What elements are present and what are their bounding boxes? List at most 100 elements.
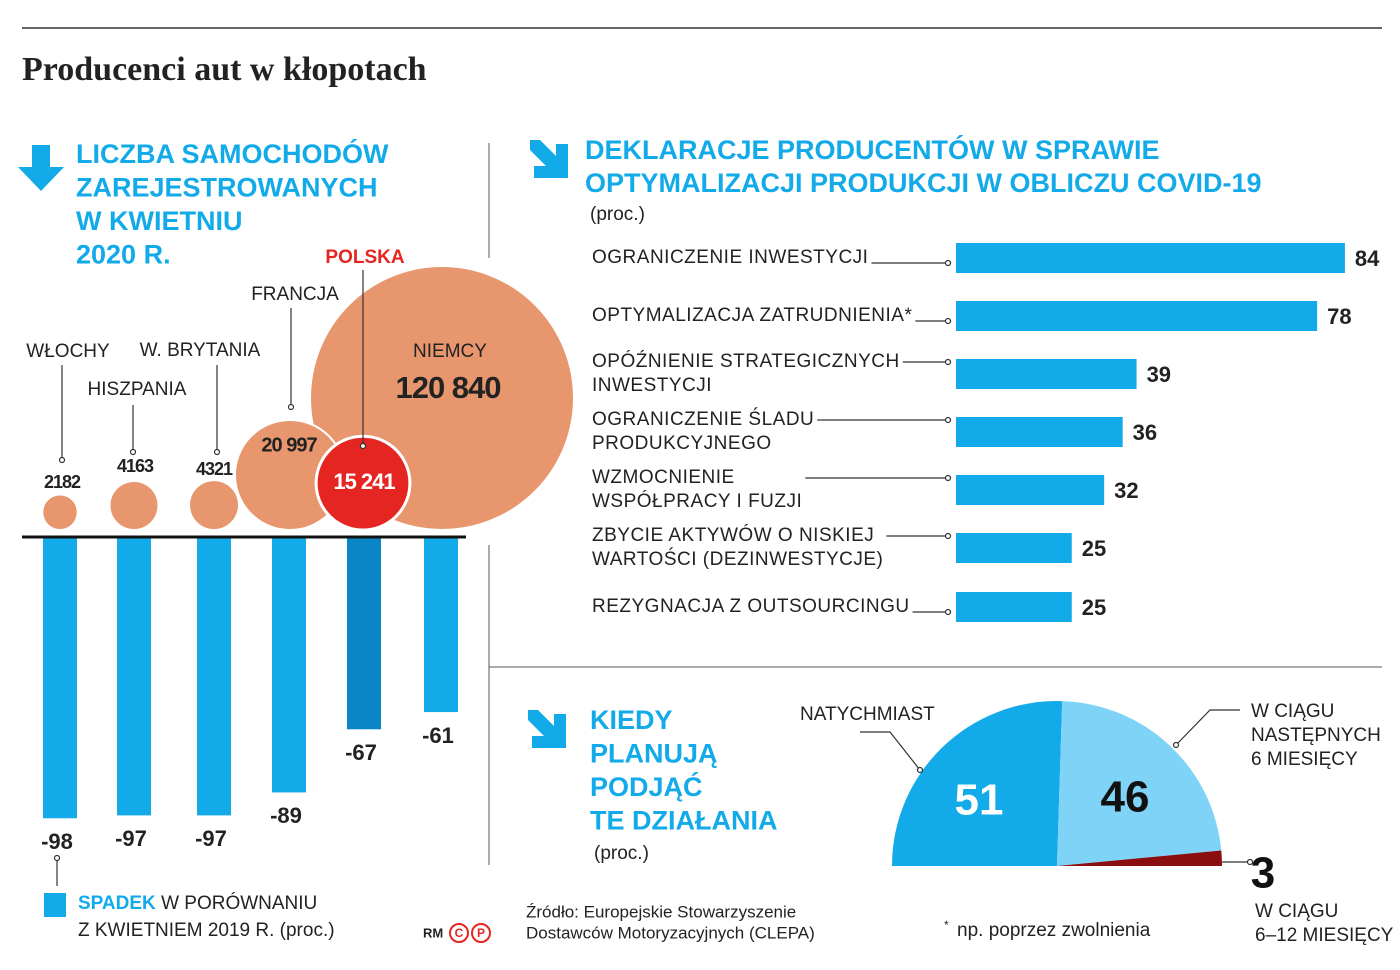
note: np. poprzez zwolnienia bbox=[957, 920, 1151, 941]
bar bbox=[956, 475, 1105, 505]
source: Źródło: Europejskie Stowarzyszenie bbox=[526, 902, 796, 921]
size-label: 2182 bbox=[44, 472, 81, 492]
leader-dot bbox=[944, 474, 952, 482]
logo-ring bbox=[471, 923, 491, 943]
category-label: ZBYCIE AKTYWÓW O NISKIEJ bbox=[592, 524, 874, 546]
slice-name: NATYCHMIAST bbox=[800, 704, 935, 725]
value-label: 25 bbox=[1082, 536, 1106, 561]
leader-dot bbox=[359, 442, 367, 450]
leader-dot bbox=[944, 358, 952, 366]
page-title: Producenci aut w kłopotach bbox=[22, 51, 427, 88]
legend-text: Z KWIETNIEM 2019 R. bbox=[78, 920, 274, 941]
bar bbox=[43, 537, 77, 819]
legend-text: Z KWIETNIEM 2019 R. (proc.) bbox=[78, 920, 335, 941]
bar-label: -98 bbox=[41, 829, 73, 854]
size-label: 20 997 bbox=[261, 434, 317, 456]
slice-value: 46 bbox=[1101, 773, 1150, 822]
slice-name: W CIĄGU bbox=[1251, 701, 1334, 722]
leader-line bbox=[1175, 709, 1240, 746]
country-label: W. BRYTANIA bbox=[140, 340, 261, 361]
logo-mark: P bbox=[477, 926, 485, 940]
bar-label: -97 bbox=[115, 826, 147, 851]
category-label: OGRANICZENIE INWESTYCJI bbox=[592, 247, 868, 268]
pie-slice bbox=[1057, 701, 1222, 866]
bar bbox=[956, 417, 1123, 447]
leader-dot bbox=[944, 416, 952, 424]
leader-dot bbox=[944, 532, 952, 540]
slice-name: 6–12 MIESIĘCY bbox=[1255, 925, 1394, 946]
leader-dot bbox=[129, 448, 137, 456]
country-label: HISZPANIA bbox=[88, 379, 187, 400]
country-label: FRANCJA bbox=[251, 284, 339, 305]
bar bbox=[272, 537, 306, 793]
leader-dot bbox=[944, 608, 952, 616]
bubble bbox=[188, 479, 240, 531]
bar-label: -67 bbox=[345, 740, 377, 765]
section-title: TE DZIAŁANIA bbox=[590, 806, 777, 836]
legend-text: SPADEK W PORÓWNANIU bbox=[78, 892, 317, 914]
leader-dot bbox=[944, 259, 952, 267]
bar bbox=[424, 537, 458, 713]
leader-dot bbox=[58, 456, 66, 464]
legend-text: W PORÓWNANIU bbox=[161, 892, 317, 914]
slice-name: W CIĄGU bbox=[1255, 901, 1338, 922]
bar bbox=[956, 592, 1072, 622]
bar bbox=[117, 537, 151, 816]
legend-name: SPADEK bbox=[78, 893, 156, 914]
bar-label: -89 bbox=[270, 803, 302, 828]
logo-ring bbox=[449, 923, 469, 943]
bar-label: -61 bbox=[422, 723, 454, 748]
bar bbox=[956, 359, 1137, 389]
country-label: NIEMCY bbox=[413, 341, 487, 362]
size-label: 4163 bbox=[117, 456, 154, 476]
category-label: OPÓŹNIENIE STRATEGICZNYCH bbox=[592, 350, 900, 372]
section-title: PLANUJĄ bbox=[590, 739, 718, 769]
size-label: 4321 bbox=[196, 459, 233, 479]
category-label: OGRANICZENIE ŚLADU bbox=[592, 408, 814, 430]
section-title: LICZBA SAMOCHODÓW bbox=[76, 138, 389, 169]
category-label: PRODUKCYJNEGO bbox=[592, 433, 772, 454]
slice-name: NASTĘPNYCH bbox=[1251, 725, 1381, 746]
size-label: 120 840 bbox=[395, 370, 500, 405]
arrow-icon bbox=[530, 140, 568, 178]
category-label: REZYGNACJA Z OUTSOURCINGU bbox=[592, 596, 910, 617]
legend-swatch bbox=[44, 893, 66, 917]
value-label: 78 bbox=[1327, 304, 1351, 329]
arrow-icon bbox=[528, 710, 566, 748]
section-title: KIEDY bbox=[590, 705, 673, 735]
bar-label: -97 bbox=[195, 826, 227, 851]
leader-dot bbox=[1246, 858, 1254, 866]
bubble bbox=[108, 479, 160, 531]
leader-line bbox=[860, 731, 921, 771]
value-label: 25 bbox=[1082, 595, 1106, 620]
slice-value: 3 bbox=[1251, 849, 1275, 898]
section-title: OPTYMALIZACJI PRODUKCJI W OBLICZU COVID-… bbox=[585, 168, 1262, 198]
arrow-icon bbox=[18, 145, 64, 191]
bar bbox=[956, 533, 1072, 563]
pie-slice bbox=[1057, 850, 1222, 866]
value-label: 36 bbox=[1133, 420, 1157, 445]
leader-dot bbox=[916, 766, 924, 774]
section-title: 2020 R. bbox=[76, 240, 171, 270]
section-title: PODJĄĆ bbox=[590, 771, 703, 802]
section-title: DEKLARACJE PRODUCENTÓW W SPRAWIE bbox=[585, 134, 1160, 165]
leader-dot bbox=[1172, 741, 1180, 749]
value-label: 32 bbox=[1114, 478, 1138, 503]
note-mark: * bbox=[944, 918, 949, 932]
logo: RM bbox=[423, 925, 443, 940]
country-label: WŁOCHY bbox=[26, 341, 110, 362]
bar bbox=[197, 537, 231, 816]
unit: (proc.) bbox=[594, 843, 649, 864]
leader-dot bbox=[213, 448, 221, 456]
value-label: 84 bbox=[1355, 246, 1380, 271]
leader-dot bbox=[944, 317, 952, 325]
slice-name: 6 MIESIĘCY bbox=[1251, 749, 1358, 770]
leader-dot bbox=[287, 403, 295, 411]
source: Dostawców Motoryzacyjnych (CLEPA) bbox=[526, 923, 815, 942]
category-label: WARTOŚCI (DEZINWESTYCJE) bbox=[592, 548, 883, 570]
size-label: 15 241 bbox=[333, 469, 395, 494]
bar bbox=[956, 301, 1318, 331]
section-title: W KWIETNIU bbox=[76, 206, 242, 236]
